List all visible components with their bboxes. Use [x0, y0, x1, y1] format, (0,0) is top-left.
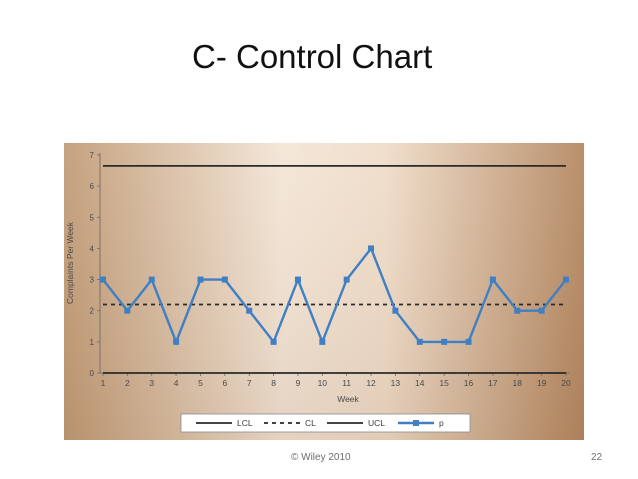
- y-tick-label: 2: [90, 307, 95, 316]
- footer-copyright: © Wiley 2010: [291, 452, 351, 463]
- data-point-p: [148, 276, 155, 283]
- legend: LCL CL UCL p: [180, 413, 471, 433]
- y-tick-label: 7: [90, 151, 95, 160]
- data-point-p: [368, 245, 375, 252]
- y-tick-label: 5: [90, 213, 95, 222]
- x-tick-label: 17: [488, 378, 498, 388]
- x-tick-label: 4: [174, 378, 179, 388]
- legend-label-ucl: UCL: [368, 418, 385, 428]
- x-tick-label: 16: [464, 378, 474, 388]
- x-tick-label: 10: [318, 378, 328, 388]
- data-point-p: [392, 307, 399, 314]
- page-number: 22: [591, 452, 603, 463]
- legend-marker-p: [413, 420, 419, 426]
- data-point-p: [173, 338, 180, 345]
- data-point-p: [514, 307, 521, 314]
- x-tick-label: 11: [342, 378, 351, 388]
- x-tick-label: 15: [439, 378, 449, 388]
- x-tick-label: 7: [247, 378, 252, 388]
- data-point-p: [270, 338, 277, 345]
- y-tick-label: 1: [90, 338, 95, 347]
- data-point-p: [294, 276, 301, 283]
- x-axis-label: Week: [337, 394, 359, 404]
- data-point-p: [246, 307, 253, 314]
- data-point-p: [197, 276, 204, 283]
- x-tick-label: 20: [561, 378, 571, 388]
- data-point-p: [489, 276, 496, 283]
- x-tick-label: 19: [537, 378, 547, 388]
- data-point-p: [343, 276, 350, 283]
- y-axis-label: Complaints Per Week: [65, 221, 75, 304]
- x-tick-label: 2: [125, 378, 130, 388]
- data-point-p: [538, 307, 545, 314]
- x-tick-label: 14: [415, 378, 425, 388]
- y-tick-label: 0: [90, 369, 95, 378]
- data-point-p: [221, 276, 228, 283]
- x-tick-label: 1: [101, 378, 106, 388]
- data-point-p: [465, 338, 472, 345]
- y-tick-label: 3: [90, 276, 95, 285]
- legend-box: [180, 413, 471, 433]
- x-tick-label: 6: [222, 378, 227, 388]
- x-tick-label: 18: [513, 378, 523, 388]
- legend-label-lcl: LCL: [237, 418, 253, 428]
- data-point-p: [563, 276, 569, 283]
- x-tick-label: 5: [198, 378, 203, 388]
- data-point-p: [416, 338, 423, 345]
- x-tick-label: 8: [271, 378, 276, 388]
- legend-label-p: p: [439, 418, 444, 428]
- series-line-p: [102, 246, 567, 346]
- data-point-p: [319, 338, 326, 345]
- x-tick-label: 3: [149, 378, 154, 388]
- data-point-p: [100, 276, 106, 283]
- legend-label-cl: CL: [305, 418, 316, 428]
- chart-background-shade: [64, 143, 584, 440]
- y-tick-label: 6: [90, 182, 95, 191]
- data-point-p: [441, 338, 448, 345]
- data-point-p: [124, 307, 131, 314]
- x-tick-label: 12: [366, 378, 376, 388]
- x-tick-label: 9: [296, 378, 301, 388]
- slide-title: C- Control Chart: [192, 38, 433, 75]
- x-tick-label: 13: [391, 378, 401, 388]
- y-tick-label: 4: [90, 244, 95, 253]
